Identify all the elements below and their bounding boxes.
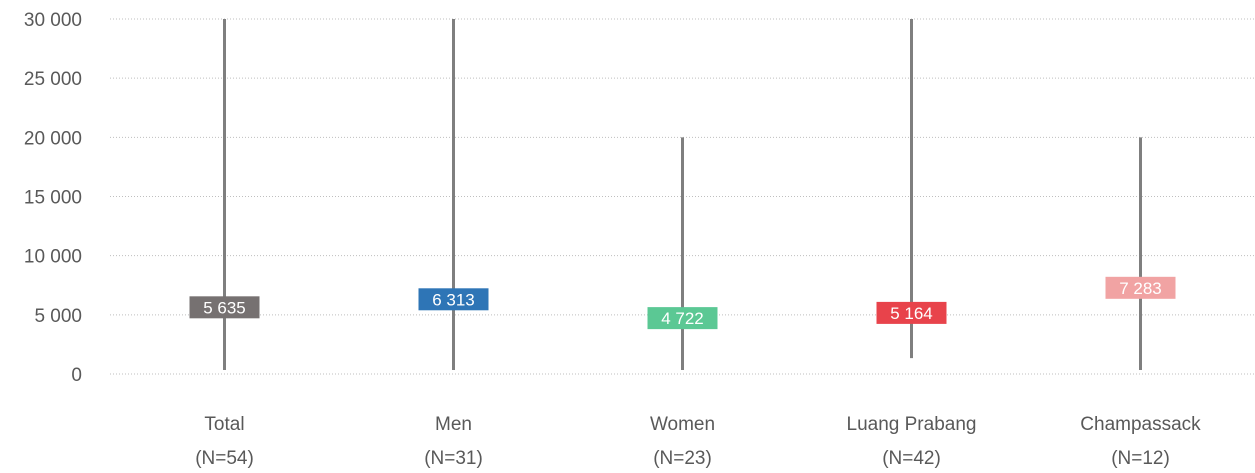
y-tick-label: 20 000 <box>24 128 82 149</box>
x-axis: Total (N=54) Men (N=31) Women (N=23) Luang Pra… <box>195 414 1201 469</box>
value-label-box <box>1105 276 1176 299</box>
value-label: 4 722 <box>661 309 704 328</box>
y-tick-label: 10 000 <box>24 247 82 268</box>
value-label-box <box>418 288 489 311</box>
value-label: 7 283 <box>1119 279 1162 298</box>
value-labels: 5 635 6 313 4 722 5 164 7 283 <box>189 276 1176 330</box>
x-tick-label: Champassack <box>1080 414 1201 435</box>
x-tick-label: Total <box>204 414 244 435</box>
x-tick-sublabel: (N=31) <box>424 448 483 469</box>
gridlines <box>110 18 1255 375</box>
x-tick-label: Men <box>435 414 472 435</box>
value-label-box <box>876 301 947 324</box>
y-tick-label: 5 000 <box>34 306 82 327</box>
y-axis: 0 5 000 10 000 15 000 20 000 25 000 30 000 <box>24 10 82 386</box>
y-tick-label: 25 000 <box>24 69 82 90</box>
x-tick-sublabel: (N=42) <box>882 448 941 469</box>
value-label-box <box>189 296 260 319</box>
value-label: 6 313 <box>432 290 475 309</box>
x-tick-label: Women <box>650 414 715 435</box>
x-tick-sublabel: (N=23) <box>653 448 712 469</box>
x-tick-label: Luang Prabang <box>847 414 977 435</box>
value-label-box <box>647 307 718 330</box>
value-label: 5 635 <box>203 298 246 317</box>
y-tick-label: 30 000 <box>24 10 82 31</box>
x-tick-sublabel: (N=54) <box>195 448 254 469</box>
y-tick-label: 0 <box>71 365 82 386</box>
x-tick-sublabel: (N=12) <box>1111 448 1170 469</box>
value-label: 5 164 <box>890 304 933 323</box>
y-tick-label: 15 000 <box>24 188 82 209</box>
